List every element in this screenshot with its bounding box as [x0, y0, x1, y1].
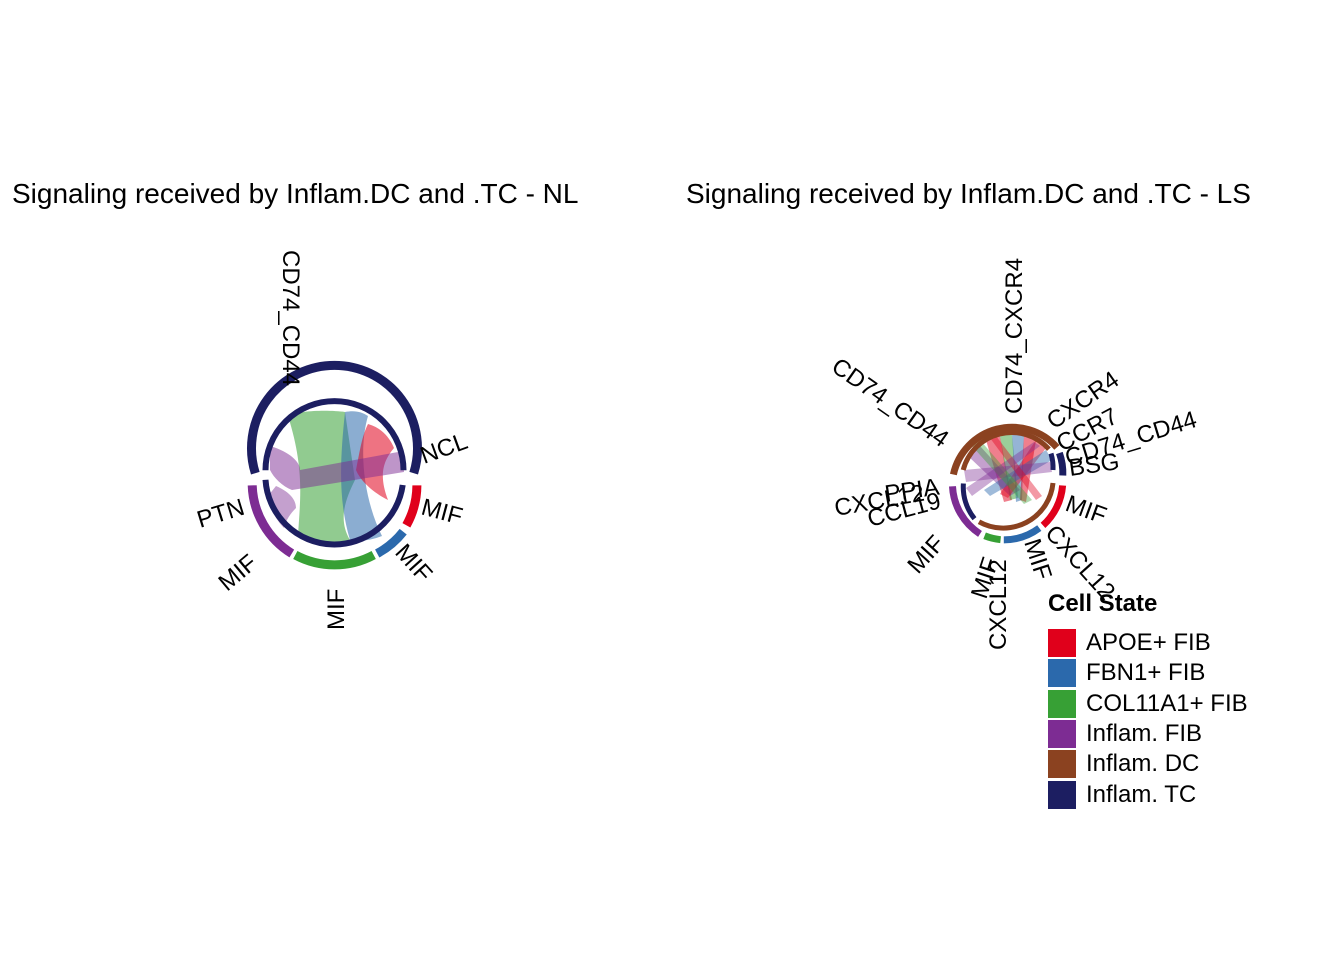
legend-swatch: [1048, 750, 1076, 779]
nl-label-mif-apoe: MIF: [418, 494, 465, 531]
legend-label: COL11A1+ FIB: [1086, 689, 1248, 717]
ls-outer-arc-inflamfib: [949, 486, 982, 537]
link-ls-6: [1000, 440, 1046, 498]
ls-outer-arc-col11a1: [983, 532, 1002, 544]
ls-label-cxcl12-col11a1: CXCL12: [985, 559, 1012, 650]
outer-arc-apoe: [402, 485, 422, 528]
nl-label-mif-inflam: MIF: [214, 549, 263, 596]
legend-item-apoe-fib: APOE+ FIB: [1048, 628, 1248, 658]
legend-item-inflam-fib: Inflam. FIB: [1048, 719, 1248, 749]
nl-label-cd74-cd44: CD74_CD44: [277, 250, 304, 386]
link-ls-4: [1020, 436, 1036, 502]
ls-outer-arc-fbn1: [1003, 525, 1042, 544]
outer-arc-col11a1: [293, 550, 376, 570]
legend-swatch: [1048, 780, 1076, 809]
ls-inner-arc-tc-top: [1048, 452, 1056, 471]
ls-inner-arc-tc-bottom: [960, 483, 977, 521]
legend-item-fbn1-fib: FBN1+ FIB: [1048, 658, 1248, 688]
link-inflamfib-tc: [268, 486, 296, 528]
ls-outer-arc-apoe: [1040, 485, 1067, 528]
ls-outer-arc-dc: [949, 423, 1060, 476]
link-ls-11: [966, 442, 1040, 496]
panel-title-nl: Signaling received by Inflam.DC and .TC …: [12, 178, 579, 209]
link-ls-5: [968, 446, 1020, 496]
nl-label-ncl: NCL: [417, 428, 471, 470]
ls-label-cd74-cd44-dc: CD74_CD44: [827, 353, 954, 453]
legend-swatch: [1048, 689, 1076, 718]
legend-swatch: [1048, 629, 1076, 658]
link-ls-7: [984, 450, 1052, 496]
legend-item-inflam-tc: Inflam. TC: [1048, 779, 1248, 809]
outer-arc-tc: [247, 360, 422, 475]
outer-arc-fbn1: [374, 528, 407, 558]
chord-diagram-ls: [949, 423, 1067, 544]
legend-item-col11a1-fib: COL11A1+ FIB: [1048, 689, 1248, 719]
inner-arc-tc-bottom: [262, 479, 406, 548]
ls-label-mif-inflam: MIF: [902, 530, 950, 579]
link-ls-1: [986, 436, 1012, 502]
legend-swatch: [1048, 720, 1076, 749]
ls-outer-arc-tc: [1056, 451, 1067, 476]
nl-label-ptn: PTN: [194, 494, 248, 534]
legend-label: APOE+ FIB: [1086, 629, 1211, 657]
link-ls-10: [990, 436, 1042, 500]
ls-inner-arc-dc-top: [960, 430, 1051, 471]
legend-label: Inflam. DC: [1086, 750, 1200, 778]
legend: Cell State APOE+ FIB FBN1+ FIB COL11A1+ …: [1048, 590, 1248, 810]
chord-diagram-nl: [247, 360, 422, 570]
ls-label-bsg: BSG: [1067, 448, 1121, 482]
panel-title-ls: Signaling received by Inflam.DC and .TC …: [686, 178, 1251, 209]
legend-label: Inflam. TC: [1086, 780, 1197, 808]
nl-label-mif-col11a1: MIF: [323, 589, 350, 630]
legend-title: Cell State: [1048, 590, 1158, 617]
outer-arc-inflamfib: [247, 485, 295, 558]
inner-arc-dc: [262, 398, 407, 471]
legend-label: FBN1+ FIB: [1086, 659, 1206, 687]
ls-inner-arc-dc-bottom: [977, 482, 1056, 531]
nl-label-mif-fbn1: MIF: [390, 539, 438, 588]
link-ls-9: [972, 440, 1032, 504]
link-ls-8: [964, 462, 1052, 482]
legend-item-inflam-dc: Inflam. DC: [1048, 749, 1248, 779]
ls-label-mif-apoe: MIF: [1062, 490, 1110, 530]
legend-label: Inflam. FIB: [1086, 720, 1203, 748]
legend-swatch: [1048, 659, 1076, 688]
ls-label-cd74-cxcr4: CD74_CXCR4: [1001, 258, 1028, 414]
link-inflamfib-ncl: [270, 446, 404, 490]
